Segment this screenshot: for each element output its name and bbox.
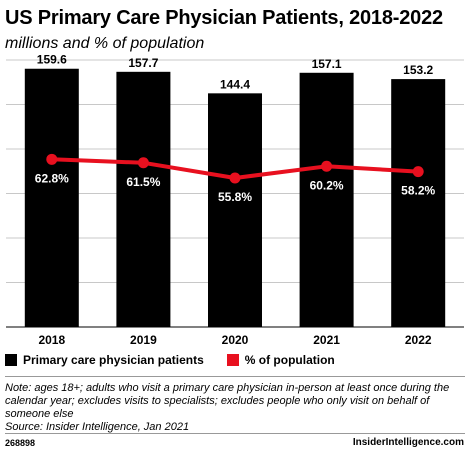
brand-logo: InsiderIntelligence.com: [353, 437, 464, 448]
x-tick-label: 2022: [405, 333, 432, 345]
note-text: Note: ages 18+; adults who visit a prima…: [5, 382, 450, 420]
bar-value-label: 159.6: [37, 53, 67, 67]
line-point-2022: [412, 166, 424, 178]
legend: Primary care physician patients % of pop…: [5, 353, 335, 367]
bar-value-label: 157.7: [128, 56, 158, 70]
chart-title: US Primary Care Physician Patients, 2018…: [5, 7, 443, 29]
bar-value-label: 157.1: [312, 57, 342, 71]
line-point-2019: [137, 157, 149, 169]
bar-2020: [208, 93, 262, 327]
brand-text: InsiderIntelligence.com: [352, 437, 464, 448]
bar-2021: [299, 72, 354, 328]
bar-value-label: 153.2: [403, 63, 433, 77]
legend-label-bars: Primary care physician patients: [23, 353, 204, 367]
line-point-2018: [46, 153, 58, 165]
legend-swatch-bars: [5, 354, 17, 366]
x-tick-label: 2021: [313, 333, 340, 345]
bar-layer: [24, 68, 446, 328]
chart-id: 268898: [5, 438, 36, 448]
bar-2018: [24, 68, 79, 327]
divider-bottom: [5, 433, 465, 434]
line-layer: [46, 153, 424, 184]
legend-item-line: % of population: [226, 353, 335, 367]
legend-item-bars: Primary care physician patients: [5, 353, 204, 367]
bar-2022: [391, 79, 446, 327]
bar-value-label: 144.4: [220, 77, 250, 91]
legend-swatch-line: [226, 354, 239, 366]
line-value-label: 62.8%: [35, 171, 69, 185]
x-tick-label: 2018: [38, 333, 65, 345]
chart: 159.6 157.7 144.4 157.1 153.2 62.8% 61.5% 55.8%…: [6, 53, 464, 345]
x-tick-label: 2019: [130, 333, 157, 345]
chart-subtitle: millions and % of population: [5, 35, 205, 52]
label-layer: 159.6 157.7 144.4 157.1 153.2 62.8% 61.5% 55.8%…: [35, 53, 436, 204]
line-value-label: 55.8%: [218, 190, 252, 204]
line-point-2020: [229, 172, 241, 184]
line-value-label: 61.5%: [126, 175, 160, 189]
footnote: Note: ages 18+; adults who visit a prima…: [5, 382, 463, 434]
source-text: Source: Insider Intelligence, Jan 2021: [5, 421, 190, 433]
line-value-label: 60.2%: [310, 178, 344, 192]
divider-top: [5, 376, 465, 377]
line-point-2021: [321, 160, 333, 172]
line-value-label: 58.2%: [401, 184, 435, 198]
legend-label-line: % of population: [244, 353, 335, 367]
bar-2019: [116, 71, 171, 327]
x-tick-label: 2020: [222, 333, 249, 345]
tick-layer: 2018 2019 2020 2021 2022: [38, 333, 431, 345]
